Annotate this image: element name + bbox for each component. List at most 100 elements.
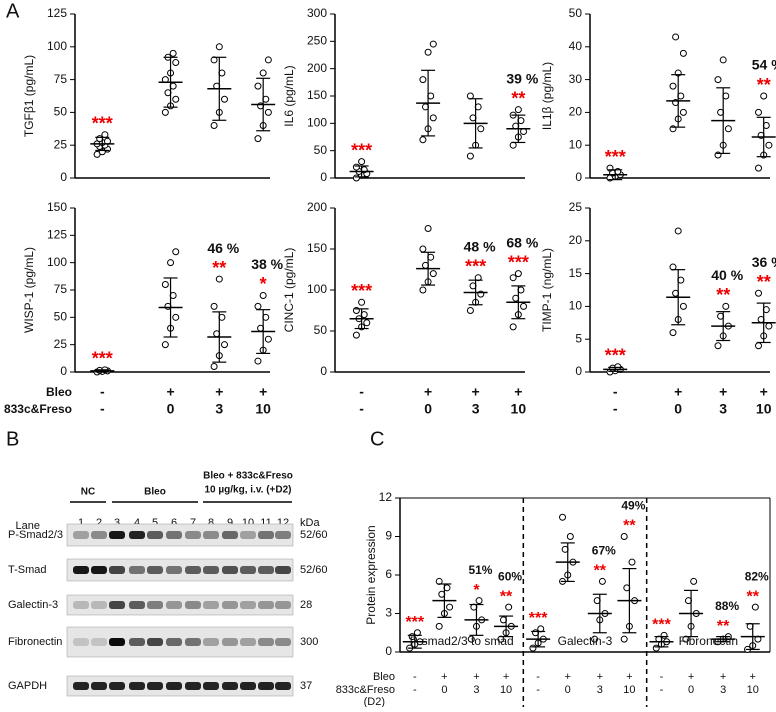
data-point (509, 141, 517, 149)
blot-band (91, 682, 107, 690)
y-tick-label: 0 (60, 364, 67, 378)
data-point (466, 307, 474, 314)
data-point (760, 92, 768, 100)
blot-band (275, 638, 291, 646)
lane-number: 3 (114, 517, 120, 529)
blot-band (185, 566, 201, 574)
data-point (429, 270, 437, 278)
data-point (755, 289, 762, 297)
y-tick-label: 100 (307, 116, 327, 130)
row-label: Bleo (46, 385, 72, 399)
dose-label: 3 (719, 401, 727, 417)
lane-number: 5 (152, 517, 158, 529)
blot-band (73, 638, 89, 646)
dose-label: 10 (511, 401, 527, 417)
y-tick-label: 5 (575, 331, 582, 345)
bleo-flag: + (750, 671, 756, 683)
dose-label: 0 (167, 401, 175, 417)
blot-band (185, 601, 201, 609)
bleo-flag: - (100, 384, 105, 400)
data-point (221, 95, 228, 103)
percent-reduction: 68 % (506, 234, 538, 250)
data-point (674, 227, 682, 235)
y-tick-label: 50 (54, 310, 68, 324)
data-point (714, 76, 722, 84)
blot-band (109, 682, 125, 690)
bleo-flag: + (674, 384, 682, 400)
y-tick-label: 200 (307, 200, 327, 214)
blot-band (166, 638, 182, 646)
data-point (254, 357, 262, 365)
dose-label: 0 (424, 401, 432, 417)
dose-label: 10 (500, 684, 512, 696)
data-point (466, 152, 474, 160)
significance: ** (594, 563, 607, 580)
data-point (429, 114, 437, 122)
section-label: Fibronectin (679, 634, 738, 648)
blot-band (203, 638, 219, 646)
data-point (169, 49, 177, 57)
y-axis-label: IL6 (pg/mL) (282, 65, 296, 126)
significance: * (473, 582, 480, 599)
blot-name: P-Smad2/3 (8, 529, 63, 541)
percent-reduction: 60% (498, 569, 522, 583)
significance: ** (757, 272, 771, 292)
percent-reduction: 82% (745, 569, 769, 583)
panel-label: A (6, 0, 20, 22)
bleo-flag: + (259, 384, 267, 400)
dose-label: - (660, 684, 664, 696)
data-point (620, 635, 628, 643)
blot-band (203, 682, 219, 690)
y-tick-label: 0 (60, 170, 67, 184)
significance: *** (529, 610, 548, 627)
lane-number: 2 (96, 517, 102, 529)
blot-band (275, 566, 291, 574)
y-tick-label: 300 (307, 6, 327, 20)
data-point (429, 40, 437, 48)
dose-label: 3 (472, 401, 480, 417)
kda-title: kDa (300, 517, 320, 529)
data-point (765, 322, 773, 330)
percent-reduction: 51% (468, 563, 492, 577)
data-point (419, 76, 427, 84)
lane-number: 8 (208, 517, 214, 529)
data-point (719, 56, 727, 64)
y-tick-label: 150 (47, 200, 67, 214)
percent-reduction: 88% (715, 599, 739, 613)
data-point (520, 302, 528, 310)
data-point (620, 533, 628, 540)
percent-reduction: 54 % (752, 57, 776, 73)
data-point (724, 125, 732, 133)
row-label: 833c&Freso (4, 402, 72, 416)
blot-band (258, 601, 274, 609)
data-point (765, 141, 773, 149)
bleo-flag: + (166, 384, 174, 400)
bleo-flag: + (424, 384, 432, 400)
data-point (505, 603, 513, 611)
dose-label: 10 (756, 401, 772, 417)
data-point (419, 286, 427, 294)
blot-kda: 52/60 (300, 529, 328, 541)
bleo-flag: + (215, 384, 223, 400)
data-point (529, 644, 537, 652)
bleo-flag: - (536, 671, 540, 683)
data-point (172, 95, 180, 103)
percent-reduction: 36 % (752, 254, 776, 270)
blot-band (240, 682, 256, 690)
blot-band (147, 531, 163, 539)
data-point (161, 341, 169, 349)
blot-band (129, 531, 145, 539)
y-tick-label: 20 (569, 233, 583, 247)
blot-band (258, 682, 274, 690)
bleo-flag: + (626, 671, 632, 683)
blot-band (73, 566, 89, 574)
blot-band (109, 531, 125, 539)
data-point (161, 108, 169, 116)
group-label: NC (81, 487, 95, 498)
data-point (566, 533, 574, 540)
blot-band (258, 638, 274, 646)
significance: *** (605, 147, 626, 167)
significance: ** (757, 75, 771, 95)
data-point (172, 248, 180, 256)
panel-label: C (370, 428, 384, 450)
